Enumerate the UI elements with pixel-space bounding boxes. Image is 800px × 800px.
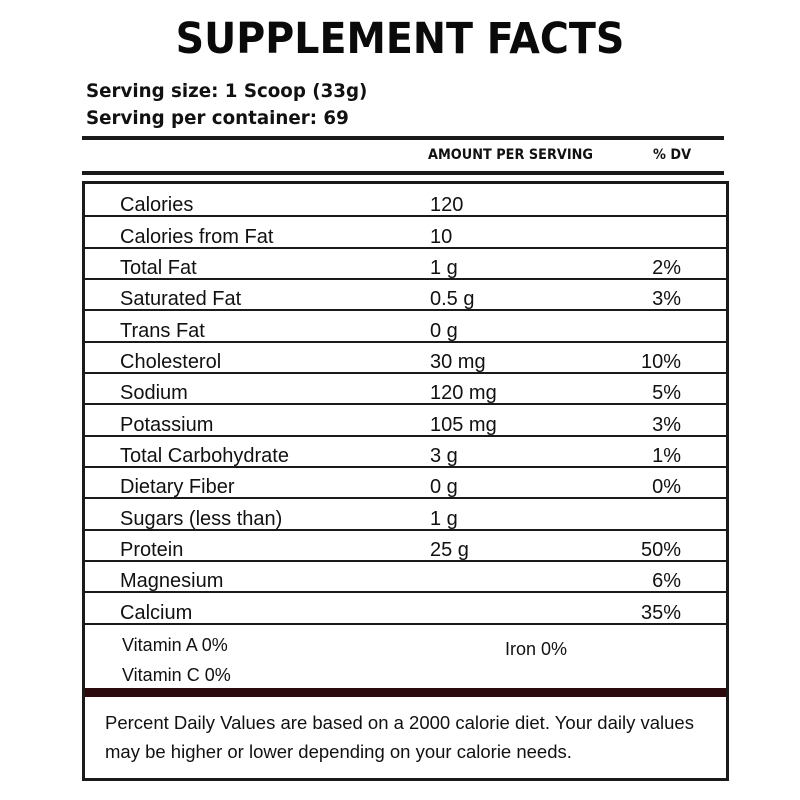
nutrient-dv: 50% [640,539,681,561]
table-row: Calories 120 [85,184,726,217]
nutrient-amount: 0.5 g [430,288,475,310]
nutrient-amount: 0 g [430,320,458,342]
table-row: Total Fat 1 g 2% [85,247,726,280]
nutrient-dv: 35% [640,602,681,624]
nutrient-name: Magnesium [120,570,224,592]
footnote: Percent Daily Values are based on a 2000… [105,712,694,762]
nutrient-name: Cholesterol [120,351,222,373]
nutrient-amount: 25 g [430,539,469,561]
divider-bar [85,688,726,697]
iron: Iron 0% [505,639,568,659]
serving-size: Serving size: 1 Scoop (33g) [86,80,368,102]
nutrient-name: Trans Fat [120,320,205,342]
nutrient-dv: 3% [652,414,681,436]
nutrient-name: Potassium [120,414,214,436]
vitamin-a: Vitamin A 0% [122,635,228,655]
nutrient-dv: 0% [652,476,681,498]
table-row: Total Carbohydrate 3 g 1% [85,435,726,468]
table-row: Sodium 120 mg 5% [85,372,726,405]
table-row: Potassium 105 mg 3% [85,404,726,437]
servings-per-container: Serving per container: 69 [86,107,349,129]
nutrient-amount: 30 mg [430,351,486,373]
nutrient-name: Sodium [120,382,188,404]
label-title: SUPPLEMENT FACTS [175,14,625,64]
nutrient-amount: 105 mg [430,414,497,436]
nutrient-amount: 10 [430,226,453,248]
vitamin-c: Vitamin C 0% [122,665,231,685]
nutrient-amount: 1 g [430,508,458,530]
table-row: Dietary Fiber 0 g 0% [85,466,726,499]
table-row: Calcium 35% [85,592,726,625]
nutrient-dv: 10% [640,351,681,373]
nutrient-dv: 6% [652,570,681,592]
table-row: Sugars (less than) 1 g [85,498,726,531]
column-header-amount: AMOUNT PER SERVING [428,147,593,163]
nutrient-name: Sugars (less than) [120,508,283,530]
nutrient-name: Saturated Fat [120,288,242,310]
nutrient-amount: 120 mg [430,382,497,404]
nutrient-dv: 2% [652,257,681,279]
table-row: Protein 25 g 50% [85,529,726,562]
table-row: Trans Fat 0 g [85,310,726,343]
nutrient-name: Total Carbohydrate [120,445,289,467]
nutrient-dv: 3% [652,288,681,310]
nutrient-name: Dietary Fiber [120,476,235,498]
nutrient-name: Calories [120,194,194,216]
nutrient-amount: 3 g [430,445,458,467]
top-rule [82,136,724,140]
table-row: Saturated Fat 0.5 g 3% [85,278,726,311]
nutrient-amount: 1 g [430,257,458,279]
header-rule [82,171,724,175]
nutrient-dv: 5% [652,382,681,404]
nutrient-table: Calories 120 Calories from Fat 10 Total Fat 1… [82,181,729,781]
nutrient-amount: 120 [430,194,464,216]
nutrient-name: Total Fat [120,257,197,279]
nutrient-dv: 1% [652,445,681,467]
table-row: Magnesium 6% [85,560,726,593]
nutrient-name: Calories from Fat [120,226,274,248]
nutrient-name: Protein [120,539,184,561]
table-row: Cholesterol 30 mg 10% [85,341,726,374]
column-header-dv: % DV [653,147,692,163]
nutrient-name: Calcium [120,602,193,624]
nutrient-amount: 0 g [430,476,458,498]
table-row: Calories from Fat 10 [85,216,726,249]
